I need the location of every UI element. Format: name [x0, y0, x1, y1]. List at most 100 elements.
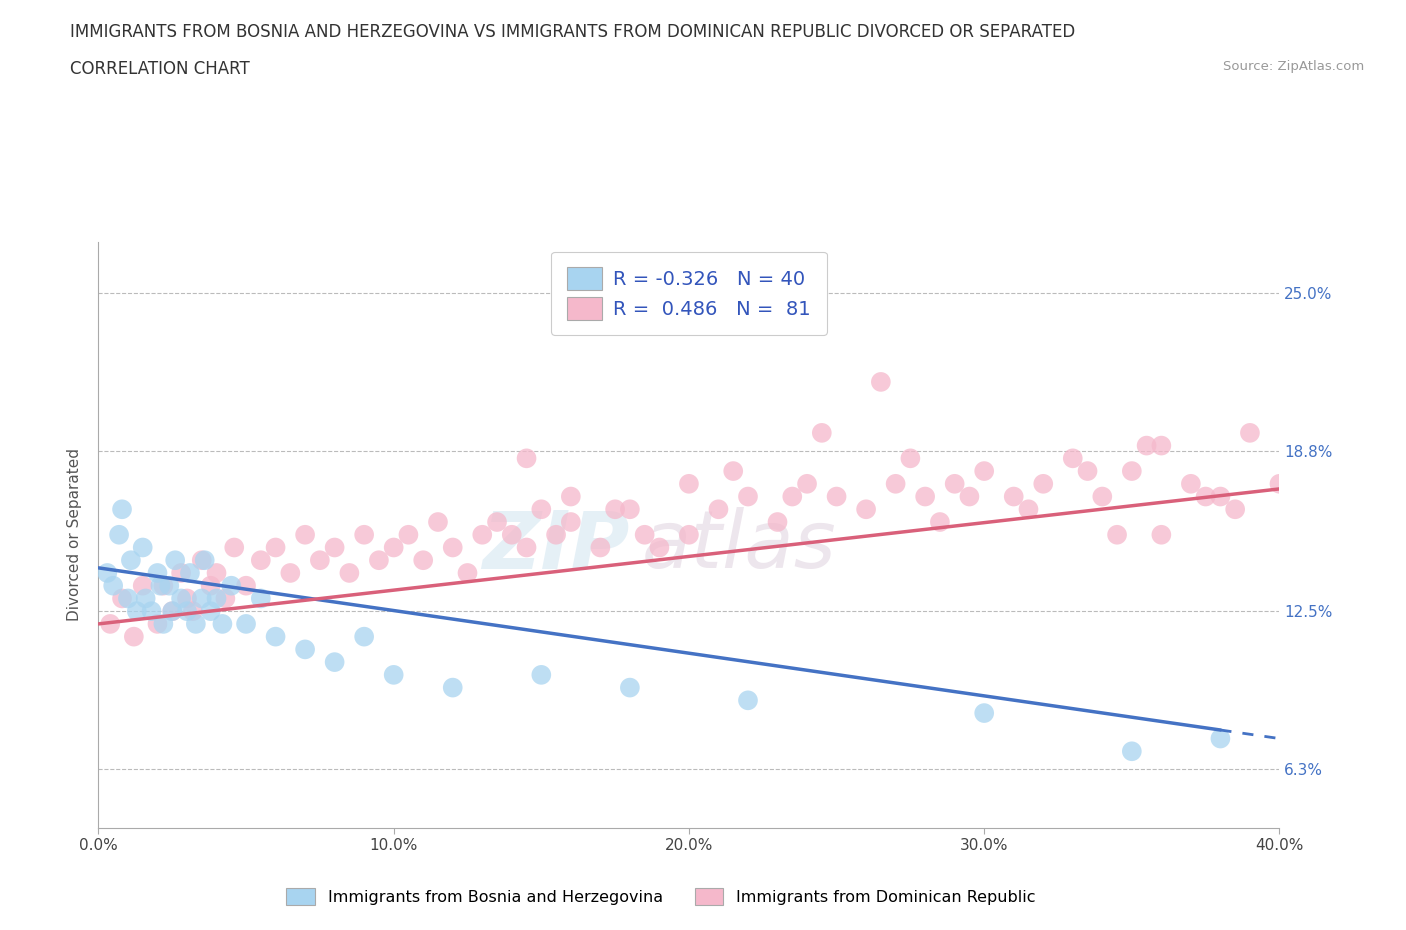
Point [1062, 451, 1084, 466]
Point [103, 578, 125, 593]
Point [633, 527, 655, 542]
Point [884, 476, 907, 491]
Point [176, 604, 198, 618]
Point [973, 706, 995, 721]
Point [1195, 489, 1218, 504]
Point [205, 565, 228, 580]
Point [441, 540, 464, 555]
Point [132, 578, 155, 593]
Point [200, 578, 222, 593]
Point [900, 451, 922, 466]
Point [146, 565, 169, 580]
Point [766, 514, 789, 529]
Point [1091, 489, 1114, 504]
Point [1121, 744, 1143, 759]
Point [546, 527, 568, 542]
Point [162, 604, 183, 618]
Point [250, 591, 273, 605]
Point [152, 617, 174, 631]
Legend: R = -0.326   N = 40, R =  0.486   N =  81: R = -0.326 N = 40, R = 0.486 N = 81 [551, 251, 827, 336]
Text: Source: ZipAtlas.com: Source: ZipAtlas.com [1223, 60, 1364, 73]
Text: ZIP: ZIP [482, 508, 630, 586]
Point [943, 476, 966, 491]
Point [471, 527, 494, 542]
Point [1268, 476, 1291, 491]
Point [294, 642, 316, 657]
Point [914, 489, 936, 504]
Point [157, 578, 180, 593]
Point [235, 578, 257, 593]
Point [560, 489, 582, 504]
Point [125, 604, 148, 618]
Point [353, 527, 375, 542]
Point [723, 464, 745, 479]
Point [111, 502, 134, 517]
Point [1002, 489, 1025, 504]
Point [605, 502, 627, 517]
Point [382, 668, 405, 683]
Point [501, 527, 523, 542]
Text: CORRELATION CHART: CORRELATION CHART [70, 60, 250, 78]
Point [165, 552, 187, 567]
Point [589, 540, 612, 555]
Point [96, 565, 118, 580]
Point [619, 502, 641, 517]
Point [530, 668, 553, 683]
Point [224, 540, 246, 555]
Point [619, 680, 641, 695]
Point [194, 552, 217, 567]
Y-axis label: Divorced or Separated: Divorced or Separated [67, 448, 83, 621]
Point [141, 604, 163, 618]
Point [810, 425, 832, 440]
Point [678, 527, 700, 542]
Point [1223, 502, 1246, 517]
Point [205, 591, 228, 605]
Point [928, 514, 950, 529]
Point [441, 680, 464, 695]
Point [221, 578, 243, 593]
Point [162, 604, 183, 618]
Point [264, 630, 287, 644]
Point [323, 655, 346, 670]
Legend: Immigrants from Bosnia and Herzegovina, Immigrants from Dominican Republic: Immigrants from Bosnia and Herzegovina, … [278, 880, 1043, 912]
Point [152, 578, 174, 593]
Point [973, 464, 995, 479]
Point [1239, 425, 1261, 440]
Point [117, 591, 139, 605]
Point [707, 502, 730, 517]
Point [323, 540, 346, 555]
Point [1209, 731, 1232, 746]
Point [782, 489, 804, 504]
Point [516, 451, 538, 466]
Point [737, 693, 759, 708]
Point [368, 552, 391, 567]
Point [353, 630, 375, 644]
Point [1209, 489, 1232, 504]
Point [309, 552, 332, 567]
Point [339, 565, 360, 580]
Point [264, 540, 287, 555]
Point [120, 552, 142, 567]
Point [176, 591, 198, 605]
Point [235, 617, 257, 631]
Point [648, 540, 671, 555]
Point [200, 604, 222, 618]
Point [135, 591, 157, 605]
Point [146, 617, 169, 631]
Point [796, 476, 818, 491]
Point [1077, 464, 1099, 479]
Point [486, 514, 509, 529]
Point [1150, 438, 1173, 453]
Point [214, 591, 236, 605]
Point [530, 502, 553, 517]
Point [456, 565, 478, 580]
Point [1121, 464, 1143, 479]
Point [111, 591, 134, 605]
Point [959, 489, 981, 504]
Point [211, 617, 233, 631]
Point [382, 540, 405, 555]
Point [825, 489, 848, 504]
Point [179, 565, 201, 580]
Point [855, 502, 877, 517]
Point [181, 604, 204, 618]
